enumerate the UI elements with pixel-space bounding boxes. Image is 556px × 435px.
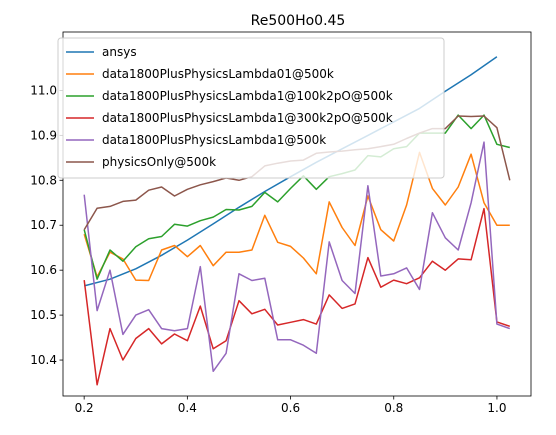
y-tick-label: 11.0 — [30, 83, 57, 97]
chart-title: Re500Ho0.45 — [251, 13, 346, 29]
legend: ansys data1800PlusPhysicsLambda01@500k dat… — [58, 38, 444, 178]
legend-label-0: ansys — [102, 45, 137, 59]
x-tick-label: 0.6 — [281, 401, 300, 415]
x-tick-label: 1.0 — [487, 401, 506, 415]
x-tick-label: 0.8 — [384, 401, 403, 415]
legend-label-1: data1800PlusPhysicsLambda01@500k — [102, 67, 334, 81]
legend-label-4: data1800PlusPhysicsLambda1@500k — [102, 133, 326, 147]
x-tick-label: 0.2 — [75, 401, 94, 415]
y-tick-label: 10.6 — [30, 263, 57, 277]
y-tick-label: 10.8 — [30, 173, 57, 187]
y-tick-label: 10.4 — [30, 353, 57, 367]
x-axis: 0.2 0.4 0.6 0.8 1.0 — [75, 396, 507, 415]
legend-label-3: data1800PlusPhysicsLambda1@300k2pO@500k — [102, 111, 393, 125]
x-tick-label: 0.4 — [178, 401, 197, 415]
y-tick-label: 10.9 — [30, 128, 57, 142]
y-tick-label: 10.7 — [30, 218, 57, 232]
legend-label-5: physicsOnly@500k — [102, 155, 216, 169]
y-tick-label: 10.5 — [30, 308, 57, 322]
legend-label-2: data1800PlusPhysicsLambda1@100k2pO@500k — [102, 89, 393, 103]
